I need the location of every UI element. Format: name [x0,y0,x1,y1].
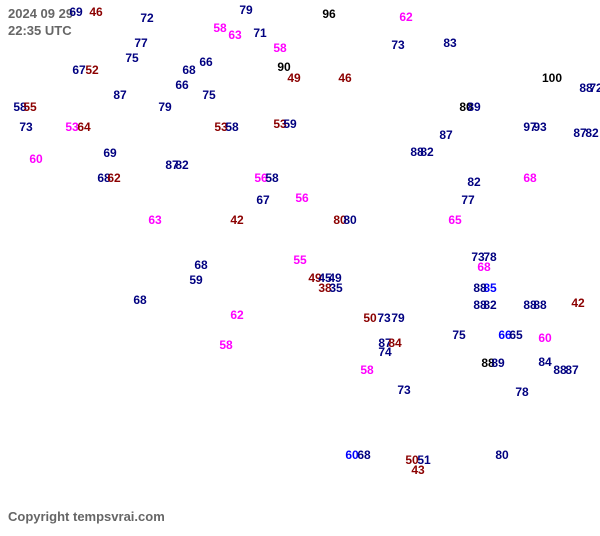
data-point: 100 [542,71,562,85]
data-point: 62 [107,171,120,185]
data-point: 68 [133,293,146,307]
data-point: 60 [29,152,42,166]
data-point: 88 [473,281,486,295]
data-point: 62 [230,308,243,322]
data-point: 66 [175,78,188,92]
data-point: 84 [388,336,401,350]
data-point: 93 [533,120,546,134]
data-point: 55 [23,100,36,114]
copyright-footer: Copyright tempsvrai.com [8,509,165,524]
data-point: 73 [397,383,410,397]
data-point: 58 [213,21,226,35]
data-point: 68 [477,260,490,274]
data-point: 68 [357,448,370,462]
data-point: 75 [125,51,138,65]
data-point: 49 [287,71,300,85]
data-point: 68 [523,171,536,185]
data-point: 50 [363,311,376,325]
data-point: 58 [225,120,238,134]
data-point: 87 [565,363,578,377]
data-point: 87 [439,128,452,142]
data-point: 77 [134,36,147,50]
data-point: 63 [228,28,241,42]
data-point: 82 [483,298,496,312]
data-point: 42 [571,296,584,310]
data-point: 82 [420,145,433,159]
data-point: 80 [495,448,508,462]
data-point: 75 [452,328,465,342]
data-point: 82 [175,158,188,172]
data-point: 58 [265,171,278,185]
data-point: 65 [448,213,461,227]
data-point: 43 [411,463,424,477]
data-point: 89 [467,100,480,114]
data-point: 71 [253,26,266,40]
data-point: 59 [283,117,296,131]
data-point: 42 [230,213,243,227]
data-point: 52 [85,63,98,77]
data-point: 59 [189,273,202,287]
data-point: 46 [89,5,102,19]
data-point: 82 [467,175,480,189]
data-point: 87 [113,88,126,102]
data-point: 55 [293,253,306,267]
data-point: 82 [585,126,598,140]
data-point: 79 [391,311,404,325]
data-point: 58 [360,363,373,377]
data-point: 58 [219,338,232,352]
data-point: 58 [273,41,286,55]
data-point: 79 [239,3,252,17]
data-point: 69 [103,146,116,160]
data-point: 68 [182,63,195,77]
data-point: 83 [443,36,456,50]
data-point: 62 [399,10,412,24]
data-point: 73 [377,311,390,325]
time-label: 22:35 UTC [8,23,73,40]
data-point: 72 [589,81,600,95]
data-point: 64 [77,120,90,134]
data-point: 73 [19,120,32,134]
date-label: 2024 09 29 [8,6,73,23]
data-point: 67 [72,63,85,77]
data-point: 68 [194,258,207,272]
data-point: 80 [343,213,356,227]
data-point: 69 [69,5,82,19]
data-point: 78 [515,385,528,399]
data-point: 88 [533,298,546,312]
data-point: 77 [461,193,474,207]
data-point: 96 [322,7,335,21]
data-point: 65 [509,328,522,342]
data-point: 56 [295,191,308,205]
data-point: 84 [538,355,551,369]
data-point: 72 [140,11,153,25]
data-point: 66 [199,55,212,69]
data-point: 67 [256,193,269,207]
data-point: 79 [158,100,171,114]
data-point: 63 [148,213,161,227]
data-point: 89 [491,356,504,370]
data-point: 60 [538,331,551,345]
data-point: 46 [338,71,351,85]
timestamp-header: 2024 09 29 22:35 UTC [8,6,73,40]
data-point: 73 [391,38,404,52]
data-point: 35 [329,281,342,295]
data-point: 75 [202,88,215,102]
